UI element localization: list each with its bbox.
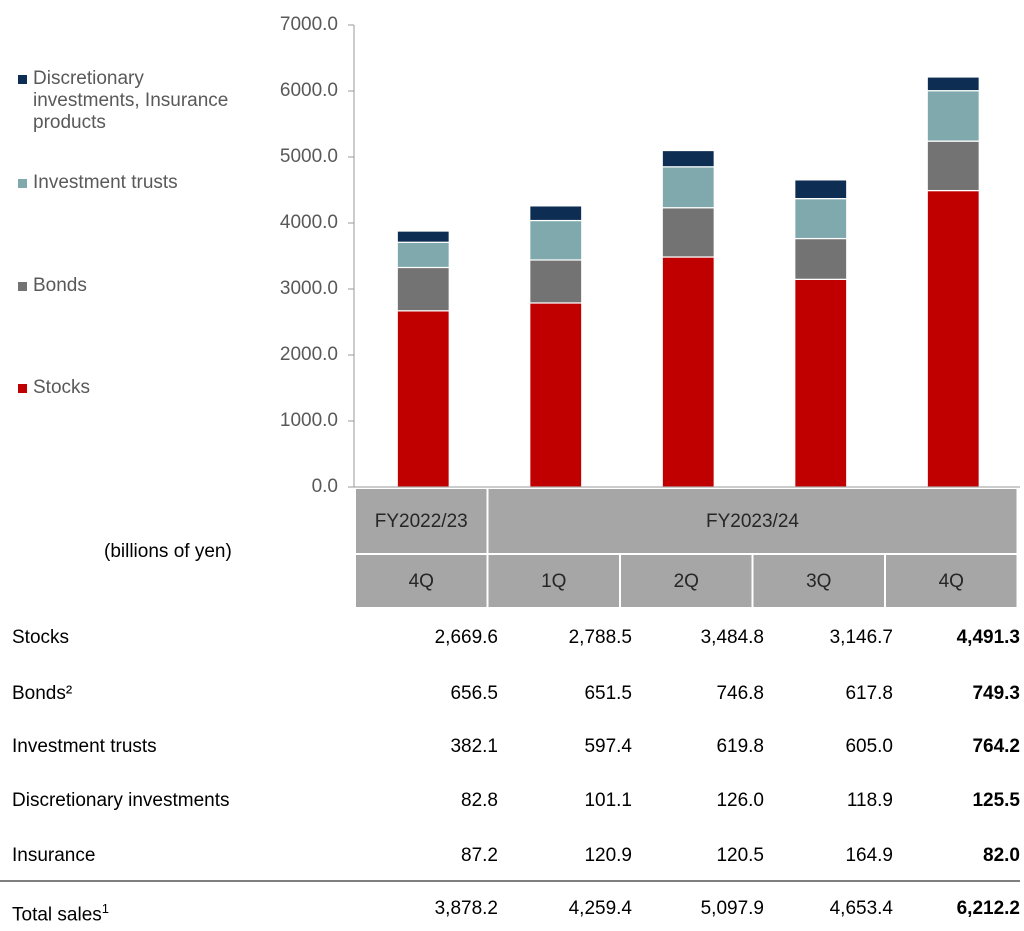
y-tick-label: 1000.0 [280,410,338,431]
legend-swatch [18,179,27,188]
bar-segment [529,219,583,261]
row-label: Investment trusts [12,736,157,757]
table-value: 164.9 [845,845,893,866]
bar-segment [661,207,715,258]
row-label: Bonds² [12,683,73,704]
legend-label: Investment trusts [33,172,178,193]
group-label: FY2023/24 [706,511,799,532]
group-cell [488,489,1017,553]
table-value: 87.2 [461,845,498,866]
row-label: Stocks [12,627,70,648]
table-value: 597.4 [584,736,632,757]
legend-swatch [18,75,27,84]
legend-label: Stocks [33,377,91,398]
bar-segment [529,259,583,304]
bar-segment [794,278,848,488]
bar-segment [661,256,715,488]
y-tick-label: 6000.0 [280,80,338,101]
table-value: 82.8 [461,790,498,811]
category-cell [356,555,487,607]
table-value: 2,788.5 [568,627,632,648]
group-cell [356,489,487,553]
table-value: 617.8 [845,683,893,704]
bar-segment [396,310,450,488]
bar-segment [661,166,715,209]
y-tick-label: 5000.0 [280,146,338,167]
table-value: 3,146.7 [829,627,893,648]
row-label: Insurance [12,845,96,866]
table-value: 126.0 [716,790,764,811]
table-value: 6,212.2 [956,898,1020,919]
legend-item: Investment trusts [18,172,248,194]
bar-segment [794,198,848,240]
bar-segment [794,237,848,280]
category-cell [886,555,1017,607]
category-cell [753,555,884,607]
table-value: 5,097.9 [700,898,764,919]
table-value: 82.0 [983,845,1020,866]
bar-segment [926,189,980,488]
table-value: 125.5 [972,790,1020,811]
y-tick-label: 7000.0 [280,14,338,35]
legend-item: Discretionary investments, Insurance pro… [18,68,248,134]
bar-segment [926,76,980,92]
row-label: Discretionary investments [12,790,230,811]
table-value: 764.2 [972,736,1020,757]
table-value: 3,484.8 [700,627,764,648]
table-value: 120.5 [716,845,764,866]
y-tick-label: 3000.0 [280,278,338,299]
table-value: 4,491.3 [956,627,1020,648]
bar-segment [661,149,715,168]
table-value: 656.5 [450,683,498,704]
category-cell [488,555,619,607]
table-value: 746.8 [716,683,764,704]
table-value: 619.8 [716,736,764,757]
legend-label: Discretionary investments, Insurance pro… [33,68,229,133]
bar-segment [926,140,980,192]
legend-label: Bonds [33,275,87,296]
x-tick-label: 3Q [806,571,831,592]
bar-segment [529,302,583,488]
bar-segment [396,266,450,312]
table-value: 3,878.2 [434,898,498,919]
table-value: 118.9 [846,790,893,811]
bar-segment [794,179,848,200]
table-value: 651.5 [584,683,632,704]
category-cell [621,555,752,607]
legend-swatch [18,384,27,393]
table-value: 101.1 [584,790,632,811]
legend-swatch [18,282,27,291]
y-tick-label: 2000.0 [280,344,338,365]
table-value: 4,653.4 [829,898,893,919]
bar-segment [396,230,450,243]
x-tick-label: 4Q [939,571,964,592]
y-tick-label: 0.0 [312,476,338,497]
x-tick-label: 4Q [409,571,434,592]
group-label: FY2022/23 [375,511,468,532]
table-value: 749.3 [972,683,1020,704]
legend-item: Stocks [18,377,248,399]
bar-segment [396,241,450,269]
x-tick-label: 2Q [674,571,699,592]
table-value: 4,259.4 [568,898,632,919]
y-tick-label: 4000.0 [280,212,338,233]
table-value: 382.1 [450,736,498,757]
x-tick-label: 1Q [541,571,566,592]
unit-label: (billions of yen) [104,541,232,562]
bar-segment [926,90,980,142]
legend-item: Bonds [18,275,248,297]
row-label: Total sales1 [12,901,110,926]
table-value: 605.0 [845,736,893,757]
footnote-marker: 1 [101,901,110,916]
table-value: 2,669.6 [434,627,498,648]
bar-segment [529,205,583,222]
table-value: 120.9 [584,845,632,866]
